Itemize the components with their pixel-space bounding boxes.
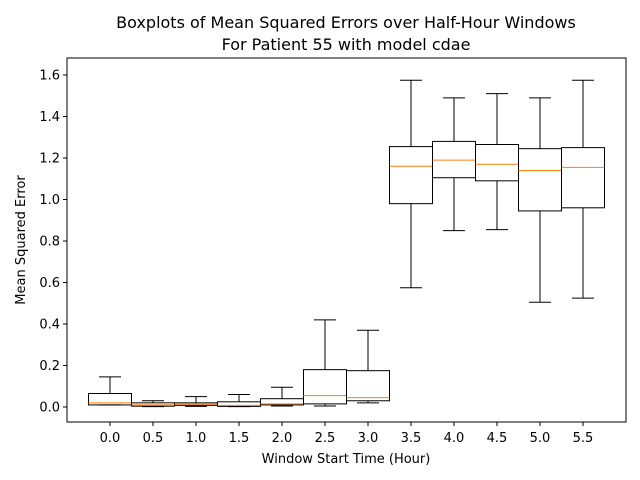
y-axis-label: Mean Squared Error bbox=[14, 175, 29, 305]
chart-subtitle: For Patient 55 with model cdae bbox=[222, 35, 471, 54]
box-0.5 bbox=[131, 400, 175, 408]
x-tick-label: 4.5 bbox=[487, 431, 508, 446]
x-tick-label: 1.0 bbox=[186, 431, 207, 446]
box-5.5 bbox=[561, 79, 605, 299]
x-tick-label: 4.0 bbox=[444, 431, 465, 446]
chart-title: Boxplots of Mean Squared Errors over Hal… bbox=[116, 13, 576, 32]
box-body bbox=[475, 144, 519, 182]
plot-area bbox=[88, 79, 605, 408]
box-2.5 bbox=[303, 319, 347, 407]
box-1.0 bbox=[174, 396, 218, 407]
box-body bbox=[432, 140, 476, 179]
y-tick-label: 0.8 bbox=[39, 235, 60, 250]
box-body bbox=[346, 370, 390, 402]
x-axis: 0.0 0.5 1.0 1.5 2.0 2.5 3.0 3.5 4.0 4.5 5.0 5.5 bbox=[100, 422, 594, 446]
x-tick-label: 5.5 bbox=[573, 431, 594, 446]
y-tick-label: 1.6 bbox=[39, 69, 60, 84]
x-tick-label: 2.5 bbox=[315, 431, 336, 446]
box-body bbox=[389, 146, 433, 205]
box-body bbox=[303, 369, 347, 405]
y-tick-label: 1.2 bbox=[39, 152, 60, 167]
x-tick-label: 3.0 bbox=[358, 431, 379, 446]
y-tick-label: 0.6 bbox=[39, 276, 60, 291]
box-3.5 bbox=[389, 79, 433, 289]
x-tick-label: 0.5 bbox=[143, 431, 164, 446]
box-2.0 bbox=[260, 386, 304, 407]
x-tick-label: 5.0 bbox=[530, 431, 551, 446]
x-tick-label: 2.0 bbox=[272, 431, 293, 446]
y-tick-label: 0.0 bbox=[39, 401, 60, 416]
plot-frame bbox=[66, 57, 627, 423]
box-body bbox=[88, 393, 132, 406]
box-3.0 bbox=[346, 329, 390, 404]
y-axis: 0.0 0.2 0.4 0.6 0.8 1.0 1.2 1.4 1.6 bbox=[39, 69, 67, 416]
box-body bbox=[561, 147, 605, 209]
y-tick-label: 1.0 bbox=[39, 193, 60, 208]
box-4.0 bbox=[432, 97, 476, 232]
x-tick-label: 1.5 bbox=[229, 431, 250, 446]
x-tick-label: 3.5 bbox=[401, 431, 422, 446]
box-5.0 bbox=[518, 97, 562, 303]
y-tick-label: 0.4 bbox=[39, 318, 60, 333]
box-0.0 bbox=[88, 376, 132, 406]
x-axis-label: Window Start Time (Hour) bbox=[262, 452, 431, 467]
box-body bbox=[518, 148, 562, 212]
y-tick-label: 0.2 bbox=[39, 359, 60, 374]
y-tick-label: 1.4 bbox=[39, 110, 60, 125]
x-tick-label: 0.0 bbox=[100, 431, 121, 446]
box-1.5 bbox=[217, 394, 261, 408]
box-4.5 bbox=[475, 93, 519, 231]
